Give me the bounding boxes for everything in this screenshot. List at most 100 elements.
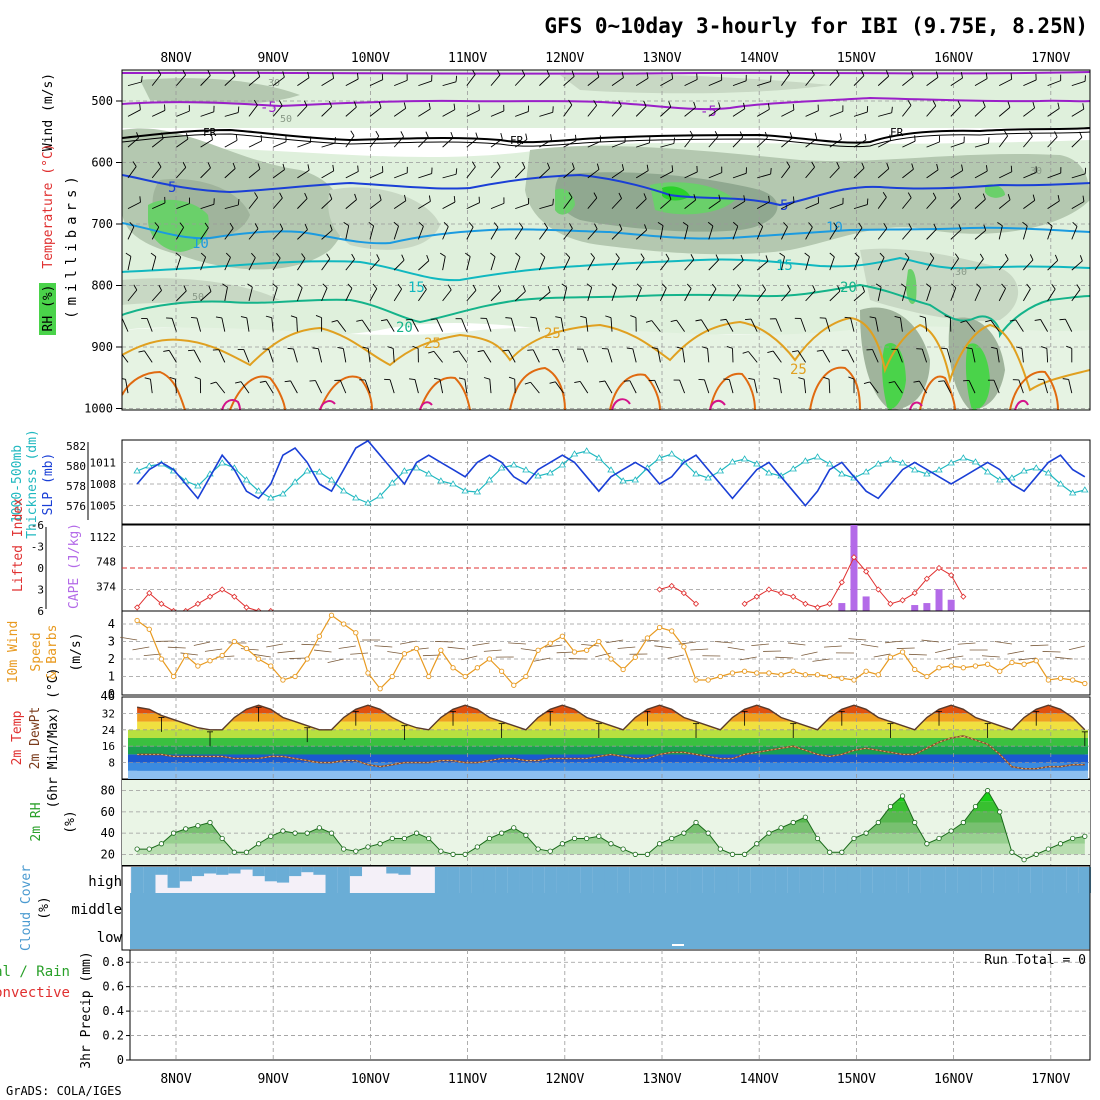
cape-tick: 374: [96, 580, 116, 593]
li-point: [948, 572, 955, 579]
wind-barb: [660, 199, 672, 209]
wind-barb: [780, 256, 785, 271]
wind-barb-flag: [726, 345, 733, 349]
date-label: 14NOV: [740, 51, 779, 66]
wind-barb: [248, 168, 261, 179]
wind-barb-flag: [204, 222, 209, 229]
wind10m-barb: [1007, 650, 1025, 655]
wind-speed-point: [717, 673, 723, 680]
wind-barb-flag: [375, 130, 380, 137]
wind-barb: [901, 287, 907, 301]
wind-barb-flag: [668, 193, 672, 200]
wind-barb-flag: [304, 223, 308, 230]
wind-barb-flag: [544, 222, 549, 229]
li-point: [656, 586, 663, 593]
wind-barb-flag: [550, 134, 552, 141]
cloud-high-bar: [471, 867, 484, 893]
wind-barb: [433, 351, 443, 363]
wind-barb-flag: [200, 252, 206, 258]
wind-barb-flag: [329, 193, 333, 200]
wind-barb-flag: [676, 346, 683, 349]
wind-barb: [224, 139, 238, 148]
li-point: [875, 586, 882, 593]
wind-barb: [708, 288, 717, 302]
rh2m-point: [280, 828, 286, 834]
thickness-point: [1044, 469, 1053, 476]
wind10m-barb: [253, 654, 271, 658]
li-point: [692, 600, 700, 607]
wind-barb-flag: [1007, 193, 1011, 200]
wind10m-barb: [544, 644, 563, 648]
wind-barb: [127, 289, 138, 302]
rh2m-point: [936, 835, 942, 842]
wind-barb: [732, 80, 747, 87]
rh-green-blob: [906, 269, 917, 305]
wind-barb-flag: [615, 253, 620, 259]
wind-barb: [489, 379, 492, 394]
wind-barb-flag: [711, 283, 717, 290]
wind10m-barb: [447, 646, 466, 650]
wind-barb: [369, 171, 383, 179]
wind-barb: [248, 228, 259, 240]
wind-barb: [926, 105, 937, 117]
wind-barb-flag: [208, 285, 212, 292]
wind-speed-point: [729, 670, 736, 676]
wind-barb: [1046, 348, 1049, 363]
thickness-point: [668, 450, 676, 457]
wind-barb-flag: [651, 347, 658, 350]
cloud-high-bar: [811, 867, 824, 893]
wind-barb: [829, 227, 838, 240]
thickness-point: [339, 487, 348, 494]
wind-barb-flag: [837, 285, 841, 292]
rh2m-point: [632, 851, 638, 857]
thickness-point: [740, 455, 749, 462]
wind10m-barb: [327, 658, 344, 664]
wind-barb: [369, 135, 380, 148]
wind-barb: [805, 166, 815, 179]
wind-barb-flag: [190, 317, 198, 319]
wind-barb: [946, 348, 952, 363]
wind-tick: 46: [101, 689, 115, 703]
rh2m-point: [219, 835, 225, 842]
rh2m-point: [608, 841, 614, 847]
wind-barb: [998, 259, 1009, 271]
wind-barb: [200, 111, 214, 117]
wind-tick: 0: [108, 687, 115, 701]
wind-barb: [442, 226, 449, 240]
cloud-high-bar: [301, 867, 314, 873]
rh2m-point: [268, 833, 274, 839]
wind-barb: [248, 287, 253, 301]
wind-barb-flag: [225, 252, 231, 258]
li-point: [255, 607, 262, 611]
wind-barb: [315, 380, 323, 394]
wind-barb-flag: [426, 254, 430, 261]
wind-barb: [708, 200, 721, 209]
wind-barb: [1023, 259, 1034, 271]
wind-barb: [968, 380, 976, 394]
wind-barb-flag: [207, 162, 211, 169]
wind-barb-flag: [279, 223, 284, 230]
wind-barb-flag: [328, 100, 333, 107]
wind-barb: [853, 291, 865, 302]
wind-speed-point: [547, 640, 553, 646]
wind-barb-flag: [332, 164, 335, 171]
wind-barb: [829, 110, 844, 117]
wind-barb-flag: [960, 72, 963, 79]
wind-barb-flag: [493, 222, 499, 228]
li-point: [243, 604, 250, 611]
wind-barb-flag: [1034, 319, 1041, 321]
wind-barb-flag: [767, 350, 774, 354]
wind-barb: [393, 136, 404, 148]
cloud-panel: high middle low Cloud Cover (%): [19, 865, 1092, 951]
wind-barb: [321, 170, 334, 179]
wind-barb-flag: [378, 101, 382, 108]
rh2m-series: [134, 788, 1088, 863]
wind-barb-flag: [307, 164, 310, 171]
wind10m-axis-label-2: Speed: [29, 632, 44, 671]
wind-barb-flag: [718, 102, 721, 109]
wind-barb: [321, 78, 334, 87]
thickness-point: [898, 459, 907, 466]
wind-barb: [877, 197, 887, 209]
wind-barb-flag: [477, 350, 484, 353]
wind-barb-flag: [357, 165, 359, 172]
